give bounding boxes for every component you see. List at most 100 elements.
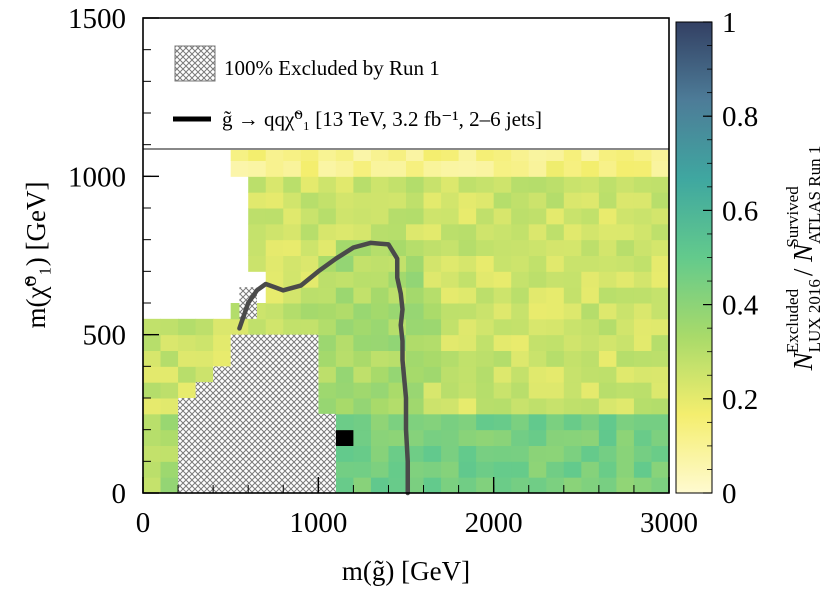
heatmap-cell — [476, 176, 495, 193]
heatmap-cell — [318, 366, 337, 383]
heatmap-cell — [598, 477, 617, 494]
heatmap-cell — [353, 350, 372, 367]
heatmap-cell — [370, 429, 389, 446]
heatmap-cell — [458, 271, 477, 288]
heatmap-cell — [370, 271, 389, 288]
heatmap-cell — [493, 176, 512, 193]
heatmap-cell — [335, 382, 354, 399]
colorbar-tick-label: 0.8 — [722, 101, 758, 133]
heatmap-cell — [265, 223, 284, 241]
heatmap-cell — [160, 413, 179, 431]
heatmap-cell — [353, 255, 372, 272]
heatmap-cell — [283, 176, 302, 193]
heatmap-cell — [335, 413, 354, 431]
heatmap-cell — [318, 160, 337, 177]
heatmap-cell — [406, 223, 425, 241]
heatmap-cell — [476, 334, 495, 351]
heatmap-cell — [143, 382, 162, 399]
heatmap-cell — [458, 445, 477, 462]
heatmap-cell — [441, 176, 460, 193]
heatmap-cell — [511, 208, 530, 225]
heatmap-cell — [633, 287, 652, 304]
heatmap-cell — [633, 192, 652, 209]
heatmap-cell — [423, 271, 442, 288]
heatmap-cell — [511, 429, 530, 446]
heatmap-cell — [160, 318, 179, 336]
heatmap-cell — [283, 160, 302, 177]
heatmap-cell — [353, 208, 372, 225]
heatmap-cell — [335, 303, 354, 320]
heatmap-cell — [458, 239, 477, 256]
heatmap-cell — [493, 160, 512, 177]
heatmap-cell — [651, 477, 670, 494]
heatmap-cell — [318, 334, 337, 351]
heatmap-cell — [178, 334, 197, 351]
heatmap-cell — [370, 382, 389, 399]
heatmap-cell — [651, 160, 670, 177]
heatmap-cell — [511, 239, 530, 256]
heatmap-cell — [633, 477, 652, 494]
heatmap-cell — [300, 176, 319, 193]
heatmap-cell — [493, 192, 512, 209]
heatmap-cell — [213, 334, 232, 351]
heatmap-cell — [598, 398, 617, 415]
heatmap-cell — [528, 255, 547, 272]
heatmap-cell — [143, 398, 162, 415]
heatmap-cell — [651, 303, 670, 320]
heatmap-cell — [651, 350, 670, 367]
heatmap-cell — [318, 350, 337, 367]
heatmap-cell — [160, 445, 179, 462]
heatmap-cell — [283, 192, 302, 209]
heatmap-cell — [476, 477, 495, 494]
heatmap-cell — [423, 382, 442, 399]
heatmap-cell — [528, 192, 547, 209]
heatmap-cell — [160, 350, 179, 367]
heatmap-cell — [563, 477, 582, 494]
heatmap-cell — [616, 429, 635, 446]
heatmap-cell — [406, 271, 425, 288]
heatmap-cell — [370, 287, 389, 304]
colorbar-title: NLUX 2016Excluded / NATLAS Run 1Survived — [783, 146, 824, 372]
heatmap-cell — [265, 176, 284, 193]
heatmap-cell — [493, 303, 512, 320]
heatmap-cell — [441, 398, 460, 415]
heatmap-cell — [528, 461, 547, 478]
x-tick-label: 3000 — [640, 507, 698, 539]
heatmap-cell — [581, 271, 600, 288]
heatmap-cell — [528, 366, 547, 383]
heatmap-cell — [546, 382, 565, 399]
heatmap-cell — [581, 334, 600, 351]
heatmap-cell — [581, 303, 600, 320]
heatmap-cell — [370, 350, 389, 367]
heatmap-cell — [283, 271, 302, 288]
heatmap-cell — [143, 350, 162, 367]
x-tick-label: 2000 — [465, 507, 523, 539]
heatmap-cell — [563, 318, 582, 336]
heatmap-cell — [511, 223, 530, 241]
heatmap-cell — [476, 303, 495, 320]
heatmap-cell — [388, 160, 407, 177]
heatmap-cell — [651, 461, 670, 478]
heatmap-cell — [441, 223, 460, 241]
heatmap-cell — [528, 239, 547, 256]
heatmap-cell — [563, 445, 582, 462]
heatmap-cell — [458, 318, 477, 336]
heatmap-cell — [195, 334, 214, 351]
heatmap-cell — [265, 239, 284, 256]
heatmap-cell — [651, 445, 670, 462]
heatmap-cell — [423, 334, 442, 351]
heatmap-cell — [563, 239, 582, 256]
heatmap-cell — [651, 366, 670, 383]
heatmap-cell — [651, 318, 670, 336]
heatmap-cell — [476, 160, 495, 177]
heatmap-cell — [353, 429, 372, 446]
heatmap-cell — [441, 461, 460, 478]
heatmap-cell — [651, 192, 670, 209]
heatmap-cell — [476, 255, 495, 272]
heatmap-cell — [633, 318, 652, 336]
heatmap-cell — [353, 287, 372, 304]
heatmap-cell — [598, 445, 617, 462]
heatmap-cell — [300, 287, 319, 304]
heatmap-cell — [406, 413, 425, 431]
heatmap-cell — [370, 303, 389, 320]
